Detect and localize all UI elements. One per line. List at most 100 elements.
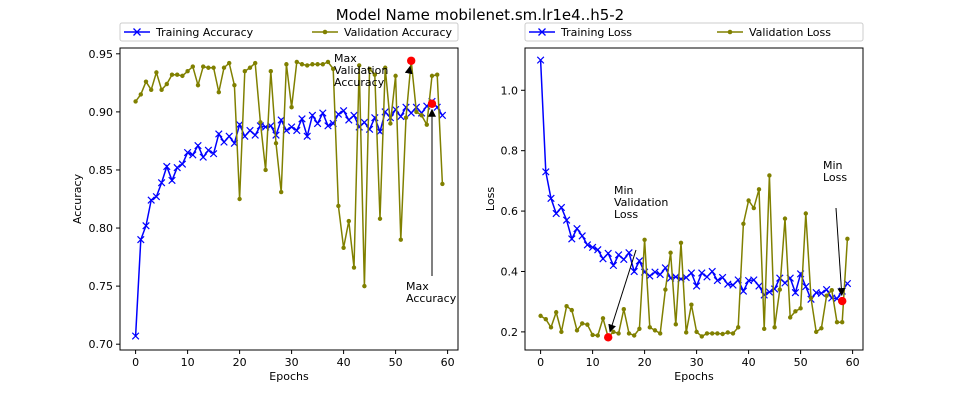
accuracy-validation-accuracy-point (414, 109, 419, 115)
loss-validation-loss-point (793, 309, 798, 314)
loss-training-loss-point (687, 269, 696, 277)
loss-validation-loss-point (611, 329, 616, 335)
accuracy-validation-accuracy-point (372, 72, 377, 77)
loss-validation-loss-point (699, 334, 704, 339)
accuracy-validation-accuracy-point (201, 64, 206, 69)
loss-validation-loss-point (600, 316, 606, 321)
accuracy-validation-accuracy-point (227, 60, 232, 66)
loss-xtick-label: 60 (846, 356, 860, 369)
loss-training-loss-point (536, 56, 545, 64)
accuracy-xtick-label: 10 (181, 356, 195, 369)
loss-validation-loss-point (777, 287, 782, 292)
accuracy-validation-accuracy-point (419, 113, 424, 118)
loss-xtick-label: 0 (537, 356, 544, 369)
loss-validation-loss-point (798, 306, 803, 311)
loss-validation-loss-point (637, 326, 642, 332)
accuracy-validation-accuracy-point (362, 283, 367, 289)
loss-validation-loss-point (616, 331, 621, 336)
loss-validation-loss-point (814, 329, 819, 335)
accuracy-plot-frame (119, 47, 459, 351)
loss-training-loss-point (708, 267, 716, 276)
loss-validation-loss-point (590, 332, 595, 338)
loss-validation-loss-point (564, 304, 569, 309)
loss-validation-loss-point (725, 330, 730, 335)
accuracy-validation-accuracy-point (211, 65, 216, 70)
accuracy-validation-accuracy-point (169, 72, 175, 77)
accuracy-validation-accuracy-point (310, 62, 315, 67)
loss-training-loss-point (557, 203, 566, 212)
loss-xtick-label: 50 (794, 356, 808, 369)
accuracy-validation-accuracy-line (134, 60, 444, 287)
accuracy-training-accuracy-point (293, 126, 301, 135)
loss-xtick-label: 40 (742, 356, 756, 369)
accuracy-chart: 0 10 20 30 40 50 60 0.70 0.75 0.80 0.85 0.90 0.95 Ma… (71, 22, 459, 383)
loss-annotation-arrow (835, 207, 846, 297)
accuracy-ytick-label: 0.90 (89, 106, 114, 119)
accuracy-xtick-label: 50 (389, 356, 403, 369)
accuracy-training-accuracy-point (163, 162, 171, 171)
loss-training-loss-point (760, 291, 768, 299)
loss-validation-loss-point (756, 187, 762, 192)
accuracy-highlight-point (427, 99, 437, 108)
loss-validation-loss-point (538, 313, 543, 319)
loss-legend-validation-label: Validation Loss (749, 26, 831, 39)
loss-xtick-label: 10 (586, 356, 600, 369)
accuracy-validation-accuracy-point (299, 62, 305, 67)
accuracy-validation-accuracy-point (341, 245, 346, 250)
accuracy-validation-accuracy-point (133, 99, 138, 104)
loss-validation-loss-point (834, 320, 840, 325)
accuracy-training-accuracy-point (397, 112, 405, 121)
loss-validation-loss-point (730, 331, 736, 336)
loss-chart: 0 10 20 30 40 50 60 0.2 0.4 0.6 0.8 1.0 Min Validati… (484, 22, 864, 383)
loss-validation-loss-point (684, 330, 689, 335)
loss-training-loss-point (552, 209, 560, 218)
accuracy-validation-accuracy-point (315, 62, 320, 67)
accuracy-training-accuracy-point (157, 179, 166, 187)
loss-validation-loss-point (808, 295, 814, 301)
loss-validation-loss-point (741, 221, 746, 226)
accuracy-validation-accuracy-point (320, 62, 325, 67)
accuracy-legend-training-label: Training Accuracy (155, 26, 254, 39)
accuracy-validation-accuracy-point (351, 265, 357, 270)
loss-validation-loss-point (782, 216, 788, 221)
loss-validation-loss-point (668, 250, 673, 255)
accuracy-ytick-label: 0.85 (89, 164, 114, 177)
accuracy-validation-accuracy-point (367, 66, 372, 72)
loss-validation-loss-point (840, 320, 845, 325)
loss-validation-loss-point (658, 331, 663, 336)
loss-training-loss-point (656, 270, 664, 279)
accuracy-legend-validation-marker (322, 29, 328, 35)
accuracy-training-accuracy-point (204, 146, 213, 154)
accuracy-validation-accuracy-point (185, 69, 190, 74)
accuracy-validation-accuracy-point (398, 237, 403, 242)
loss-validation-loss-point (626, 331, 632, 336)
loss-ytick-label: 0.6 (501, 205, 519, 218)
loss-validation-loss-point (580, 321, 585, 326)
accuracy-xtick-label: 20 (233, 356, 247, 369)
loss-training-loss-point (604, 249, 612, 258)
accuracy-training-accuracy-point (308, 111, 317, 120)
accuracy-training-accuracy-point (173, 163, 181, 172)
accuracy-validation-accuracy-point (221, 65, 227, 70)
accuracy-training-accuracy-point (178, 160, 187, 168)
accuracy-validation-accuracy-point (383, 65, 388, 70)
loss-validation-loss-point (829, 288, 834, 293)
accuracy-training-accuracy-point (324, 122, 332, 130)
loss-validation-loss-point (736, 325, 741, 330)
loss-training-loss-point (755, 282, 763, 290)
loss-xtick-label: 30 (690, 356, 704, 369)
accuracy-training-accuracy-point (287, 123, 296, 131)
loss-training-loss-point (620, 255, 628, 264)
loss-training-loss-line (539, 60, 849, 301)
loss-xlabel: Epochs (674, 370, 714, 383)
accuracy-validation-accuracy-point (289, 105, 294, 110)
accuracy-training-accuracy-point (215, 130, 223, 138)
loss-legend-frame (524, 22, 864, 42)
accuracy-training-accuracy-point (402, 103, 410, 111)
loss-training-loss-point (817, 289, 826, 297)
accuracy-training-accuracy-point (131, 332, 140, 340)
accuracy-validation-accuracy-point (325, 59, 331, 65)
loss-validation-loss-point (559, 329, 564, 335)
accuracy-training-accuracy-point (360, 118, 369, 127)
